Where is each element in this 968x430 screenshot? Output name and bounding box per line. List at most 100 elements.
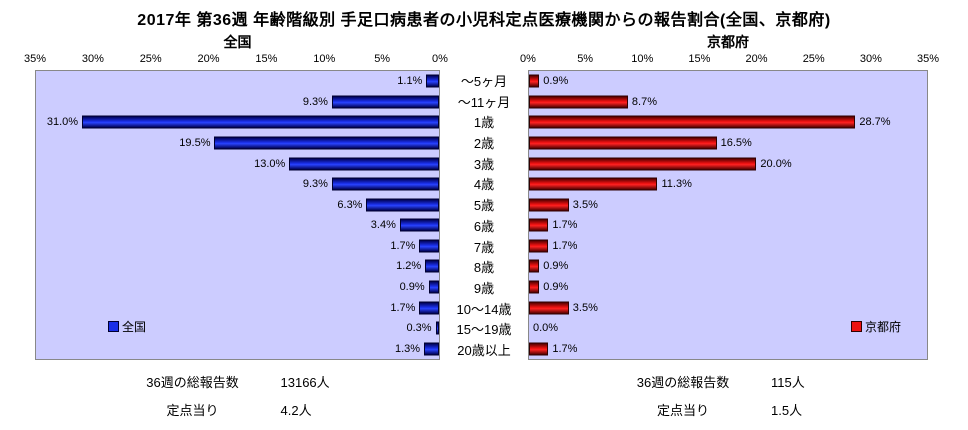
axis-tick-label: 10% [313,53,336,65]
axis-tick-label: 35% [916,53,940,65]
blue-bar [424,342,439,356]
bar-value-label: 3.5% [572,301,598,314]
axis-tick-label: 5% [577,53,594,65]
bar-row: 9.3% [36,174,439,195]
bar-row: 3.5% [529,194,927,215]
red-bar [529,95,628,109]
bar-row: 1.7% [36,236,439,257]
axis-tick-label: 30% [81,53,104,65]
bar-value-label: 1.7% [552,239,578,252]
legend-swatch-red-icon [850,321,862,332]
red-bar [529,239,549,253]
bar-row: 1.1% [36,71,439,92]
category-label: ～5ヶ月 [460,73,508,89]
axis-tick-label: 30% [859,53,882,65]
bar-row: 0.9% [529,277,927,298]
category-labels: ～5ヶ月 ～11ヶ月 1歳 2歳 3歳 4歳 5歳 6歳 7歳 8歳 9歳 10～14歳 15～19歳 2… [440,70,528,360]
red-bar [529,74,540,88]
blue-bar [426,74,439,88]
bar-row: 16.5% [529,133,927,154]
category-label: ～11ヶ月 [457,94,511,110]
bar-value-label: 9.3% [302,178,328,191]
left-axis: 35% 30% 25% 20% 15% 10% 5% 0% [24,52,448,70]
bar-row: 1.7% [529,236,927,257]
left-plot: 全国 1.1% 9.3% 31.0% 19.5% 13.0% 9.3% 6.3% 3.4% 1.… [35,70,440,360]
bar-row: 0.9% [529,71,927,92]
bar-value-label: 1.7% [390,301,416,314]
bar-value-label: 1.1% [397,75,423,88]
axis-tick-label: 20% [197,53,220,65]
bar-row: 0.3% [36,318,439,339]
footer-right-per-value: 1.5人 [771,403,803,418]
bar-row: 3.5% [529,297,927,318]
category-label: 4歳 [473,177,495,193]
bar-row: 8.7% [529,92,927,113]
bar-value-label: 1.7% [390,239,416,252]
legend-left-label: 全国 [122,320,147,334]
bar-value-label: 1.3% [394,342,421,355]
legend-right-label: 京都府 [864,320,901,334]
bar-value-label: 13.0% [254,157,286,170]
bar-row: 31.0% [36,112,439,133]
blue-bar [331,177,439,191]
axis-tick-label: 25% [139,53,162,65]
category-label: 9歳 [473,281,495,297]
footer-spacer [440,372,528,419]
bar-row: 11.3% [529,174,927,195]
chart-area: 全国 京都府 35% 30% 25% 20% 15% 10% 5% 0% 0% 5% 10% 15%… [24,32,939,360]
bar-value-label: 0.9% [543,260,569,273]
bar-row: 1.7% [529,215,927,236]
legend-left: 全国 [108,318,146,335]
blue-bar [214,136,439,150]
blue-bar [419,239,439,253]
bar-value-label: 1.7% [552,219,578,232]
category-label: 10～14歳 [456,301,512,317]
category-label: 5歳 [473,198,495,214]
bar-row: 20.0% [529,153,927,174]
bar-value-label: 8.7% [631,95,657,108]
bar-value-label: 3.4% [370,219,396,232]
category-label: 3歳 [473,156,495,172]
blue-bar [331,95,439,109]
bar-row: 1.2% [36,256,439,277]
red-bar [529,177,658,191]
blue-bar [425,259,439,273]
category-label: 2歳 [473,136,495,152]
red-bar [529,218,549,232]
footer-right-total-value: 115人 [771,375,805,390]
red-bar [529,342,549,356]
red-bar [529,280,540,294]
axis-tick-label: 10% [631,53,654,65]
category-label: 20歳以上 [457,343,511,359]
blue-bar [435,321,439,335]
bar-value-label: 3.5% [572,198,598,211]
bar-value-label: 6.3% [337,198,363,211]
footer-left: 36週の総報告数 13166人 定点当り 4.2人 [35,372,440,419]
axis-tick-label: 20% [745,53,768,65]
bar-row: 6.3% [36,194,439,215]
category-label: 7歳 [473,239,495,255]
footer-left-per-value: 4.2人 [280,403,312,418]
bar-value-label: 0.0% [533,322,559,335]
axis-spacer [440,52,528,70]
bar-row: 3.4% [36,215,439,236]
right-plot: 京都府 0.9% 8.7% 28.7% 16.5% 20.0% 11.3% 3.5% 1.7%… [528,70,928,360]
subtitle-spacer [440,32,528,52]
bar-value-label: 19.5% [179,137,211,150]
bar-value-label: 31.0% [46,116,79,129]
right-axis: 0% 5% 10% 15% 20% 25% 30% 35% [520,52,939,70]
axis-tick-label: 0% [432,53,448,65]
footer-right-total-label: 36週の総報告数 [636,375,730,390]
bar-row: 19.5% [36,133,439,154]
red-bar [529,259,540,273]
right-chart-title: 京都府 [707,34,749,50]
bar-row: 0.9% [36,277,439,298]
axis-tick-label: 25% [802,53,825,65]
red-bar [529,157,757,171]
axis-tick-label: 35% [23,53,47,65]
legend-right: 京都府 [850,318,901,335]
bar-row: 28.7% [529,112,927,133]
red-bar [529,198,569,212]
blue-bar [428,280,439,294]
